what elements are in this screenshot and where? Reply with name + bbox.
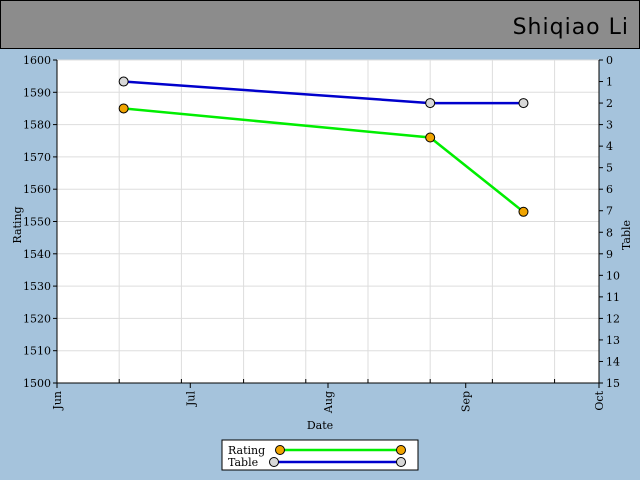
y2-tick-label: 7 xyxy=(606,205,613,218)
legend: Rating Table xyxy=(221,439,419,471)
y2-tick-label: 6 xyxy=(606,183,613,196)
y2-tick-label: 5 xyxy=(606,162,613,175)
x-tick-label: Sep xyxy=(460,391,473,412)
y-tick-label: 1600 xyxy=(23,54,51,67)
legend-marker-table-end xyxy=(396,457,406,467)
y-tick-label: 1500 xyxy=(23,377,51,390)
y-tick-label: 1580 xyxy=(23,119,51,132)
legend-marker-rating-end xyxy=(396,445,406,455)
y2-tick-label: 3 xyxy=(606,119,613,132)
y2-tick-label: 14 xyxy=(606,355,620,368)
legend-marker-rating-start xyxy=(275,445,285,455)
x-tick-label: Jul xyxy=(184,391,197,407)
y2-tick-label: 10 xyxy=(606,269,620,282)
y2-tick-label: 8 xyxy=(606,226,613,239)
y-tick-label: 1520 xyxy=(23,312,51,325)
legend-label-rating: Rating xyxy=(228,444,265,457)
x-axis-label: Date xyxy=(307,419,333,432)
y-tick-label: 1560 xyxy=(23,183,51,196)
data-point-table xyxy=(518,98,529,109)
y2-tick-label: 13 xyxy=(606,334,620,347)
y-axis-ticks: 1500 1510 1520 1530 1540 1550 1560 1570 1580 1590… xyxy=(23,54,57,390)
y-tick-label: 1530 xyxy=(23,280,51,293)
y-tick-label: 1590 xyxy=(23,86,51,99)
data-point-table xyxy=(425,98,436,109)
y-tick-label: 1540 xyxy=(23,248,51,261)
y2-tick-label: 15 xyxy=(606,377,620,390)
y2-tick-label: 11 xyxy=(606,291,620,304)
x-tick-label: Jun xyxy=(51,391,64,411)
y-tick-label: 1570 xyxy=(23,151,51,164)
legend-marker-table-start xyxy=(269,457,279,467)
y2-tick-label: 4 xyxy=(606,140,613,153)
y-tick-label: 1550 xyxy=(23,216,51,229)
y2-tick-label: 2 xyxy=(606,97,613,110)
data-point-rating xyxy=(425,132,436,143)
data-point-rating xyxy=(118,103,129,114)
y-tick-label: 1510 xyxy=(23,345,51,358)
x-axis-ticks: Jun Jul Aug Sep Oct xyxy=(51,379,606,414)
x-tick-label: Oct xyxy=(593,390,606,410)
legend-label-table: Table xyxy=(228,456,258,469)
header-bar: Shiqiao Li xyxy=(0,0,640,49)
y2-tick-label: 9 xyxy=(606,248,613,261)
data-point-rating xyxy=(518,206,529,217)
y2-tick-label: 1 xyxy=(606,76,613,89)
y2-axis-label: Table xyxy=(620,220,633,250)
data-point-table xyxy=(118,76,129,87)
y2-tick-label: 0 xyxy=(606,54,613,67)
y2-tick-label: 12 xyxy=(606,312,620,325)
y-axis-label: Rating xyxy=(11,206,24,243)
legend-box xyxy=(221,439,419,471)
series-group xyxy=(118,76,529,217)
x-tick-label: Aug xyxy=(322,391,335,414)
player-name: Shiqiao Li xyxy=(512,15,629,40)
